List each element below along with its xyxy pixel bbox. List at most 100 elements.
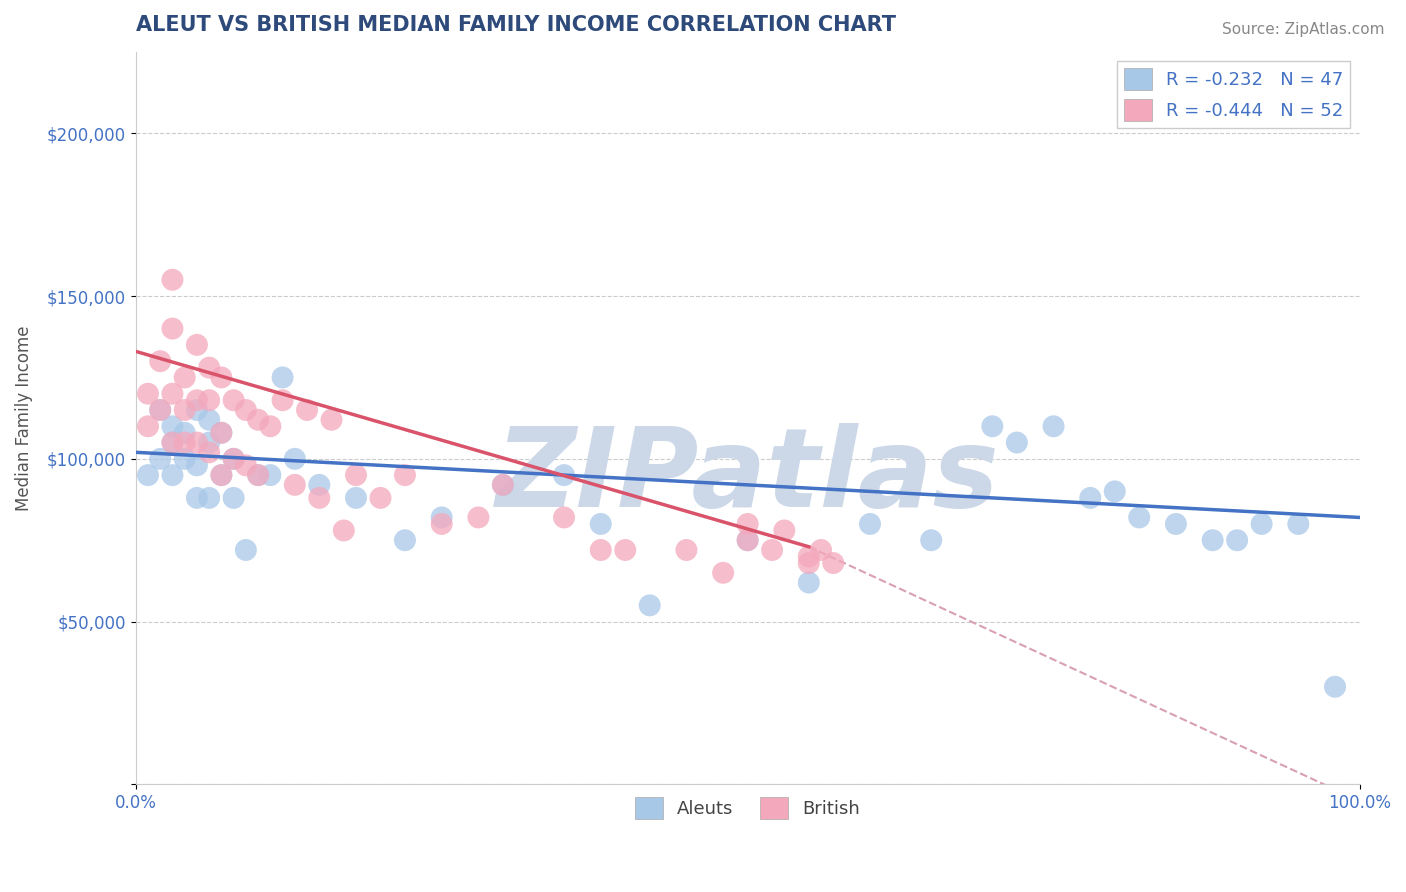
Point [553, 468, 575, 483]
Point [308, 478, 330, 492]
Point [235, 458, 257, 473]
Point [198, 413, 221, 427]
Point [1042, 419, 1064, 434]
Point [737, 533, 759, 548]
Point [797, 549, 820, 564]
Point [186, 458, 208, 473]
Point [284, 451, 307, 466]
Point [173, 451, 195, 466]
Point [209, 468, 232, 483]
Point [198, 491, 221, 505]
Point [370, 491, 392, 505]
Point [711, 566, 734, 580]
Point [1324, 680, 1347, 694]
Point [981, 419, 1004, 434]
Point [430, 516, 453, 531]
Point [1078, 491, 1101, 505]
Point [209, 425, 232, 440]
Point [209, 370, 232, 384]
Point [222, 451, 245, 466]
Point [589, 543, 612, 558]
Y-axis label: Median Family Income: Median Family Income [15, 326, 32, 511]
Point [247, 468, 270, 483]
Point [162, 419, 184, 434]
Point [149, 403, 172, 417]
Point [589, 516, 612, 531]
Point [321, 413, 343, 427]
Point [149, 451, 172, 466]
Point [209, 468, 232, 483]
Point [173, 370, 195, 384]
Point [162, 435, 184, 450]
Point [638, 599, 661, 613]
Point [1286, 516, 1309, 531]
Point [162, 435, 184, 450]
Point [810, 543, 832, 558]
Point [737, 533, 759, 548]
Point [553, 510, 575, 524]
Point [198, 393, 221, 408]
Point [186, 435, 208, 450]
Point [344, 491, 367, 505]
Point [823, 556, 845, 570]
Point [1005, 435, 1028, 450]
Point [186, 393, 208, 408]
Point [284, 478, 307, 492]
Point [271, 393, 294, 408]
Point [394, 468, 416, 483]
Point [198, 435, 221, 450]
Point [614, 543, 637, 558]
Text: ZIPatlas: ZIPatlas [496, 423, 1000, 530]
Point [1250, 516, 1272, 531]
Point [173, 425, 195, 440]
Point [173, 435, 195, 450]
Point [1226, 533, 1249, 548]
Point [247, 468, 270, 483]
Point [149, 403, 172, 417]
Text: ALEUT VS BRITISH MEDIAN FAMILY INCOME CORRELATION CHART: ALEUT VS BRITISH MEDIAN FAMILY INCOME CO… [136, 15, 896, 35]
Point [675, 543, 697, 558]
Point [136, 419, 159, 434]
Point [1201, 533, 1223, 548]
Point [222, 393, 245, 408]
Point [308, 491, 330, 505]
Point [162, 321, 184, 335]
Point [222, 491, 245, 505]
Point [1104, 484, 1126, 499]
Point [162, 468, 184, 483]
Point [198, 360, 221, 375]
Point [773, 524, 796, 538]
Point [737, 516, 759, 531]
Point [247, 413, 270, 427]
Point [162, 386, 184, 401]
Point [271, 370, 294, 384]
Point [344, 468, 367, 483]
Point [222, 451, 245, 466]
Point [173, 403, 195, 417]
Point [235, 403, 257, 417]
Point [394, 533, 416, 548]
Point [186, 403, 208, 417]
Point [430, 510, 453, 524]
Point [186, 491, 208, 505]
Point [209, 425, 232, 440]
Point [797, 575, 820, 590]
Point [492, 478, 515, 492]
Point [136, 468, 159, 483]
Point [162, 273, 184, 287]
Point [859, 516, 882, 531]
Text: Source: ZipAtlas.com: Source: ZipAtlas.com [1222, 22, 1385, 37]
Point [333, 524, 356, 538]
Point [1128, 510, 1150, 524]
Point [198, 445, 221, 459]
Point [259, 468, 281, 483]
Point [295, 403, 318, 417]
Point [235, 543, 257, 558]
Point [492, 478, 515, 492]
Point [1164, 516, 1187, 531]
Point [797, 556, 820, 570]
Legend: Aleuts, British: Aleuts, British [628, 790, 868, 827]
Point [467, 510, 489, 524]
Point [920, 533, 942, 548]
Point [136, 386, 159, 401]
